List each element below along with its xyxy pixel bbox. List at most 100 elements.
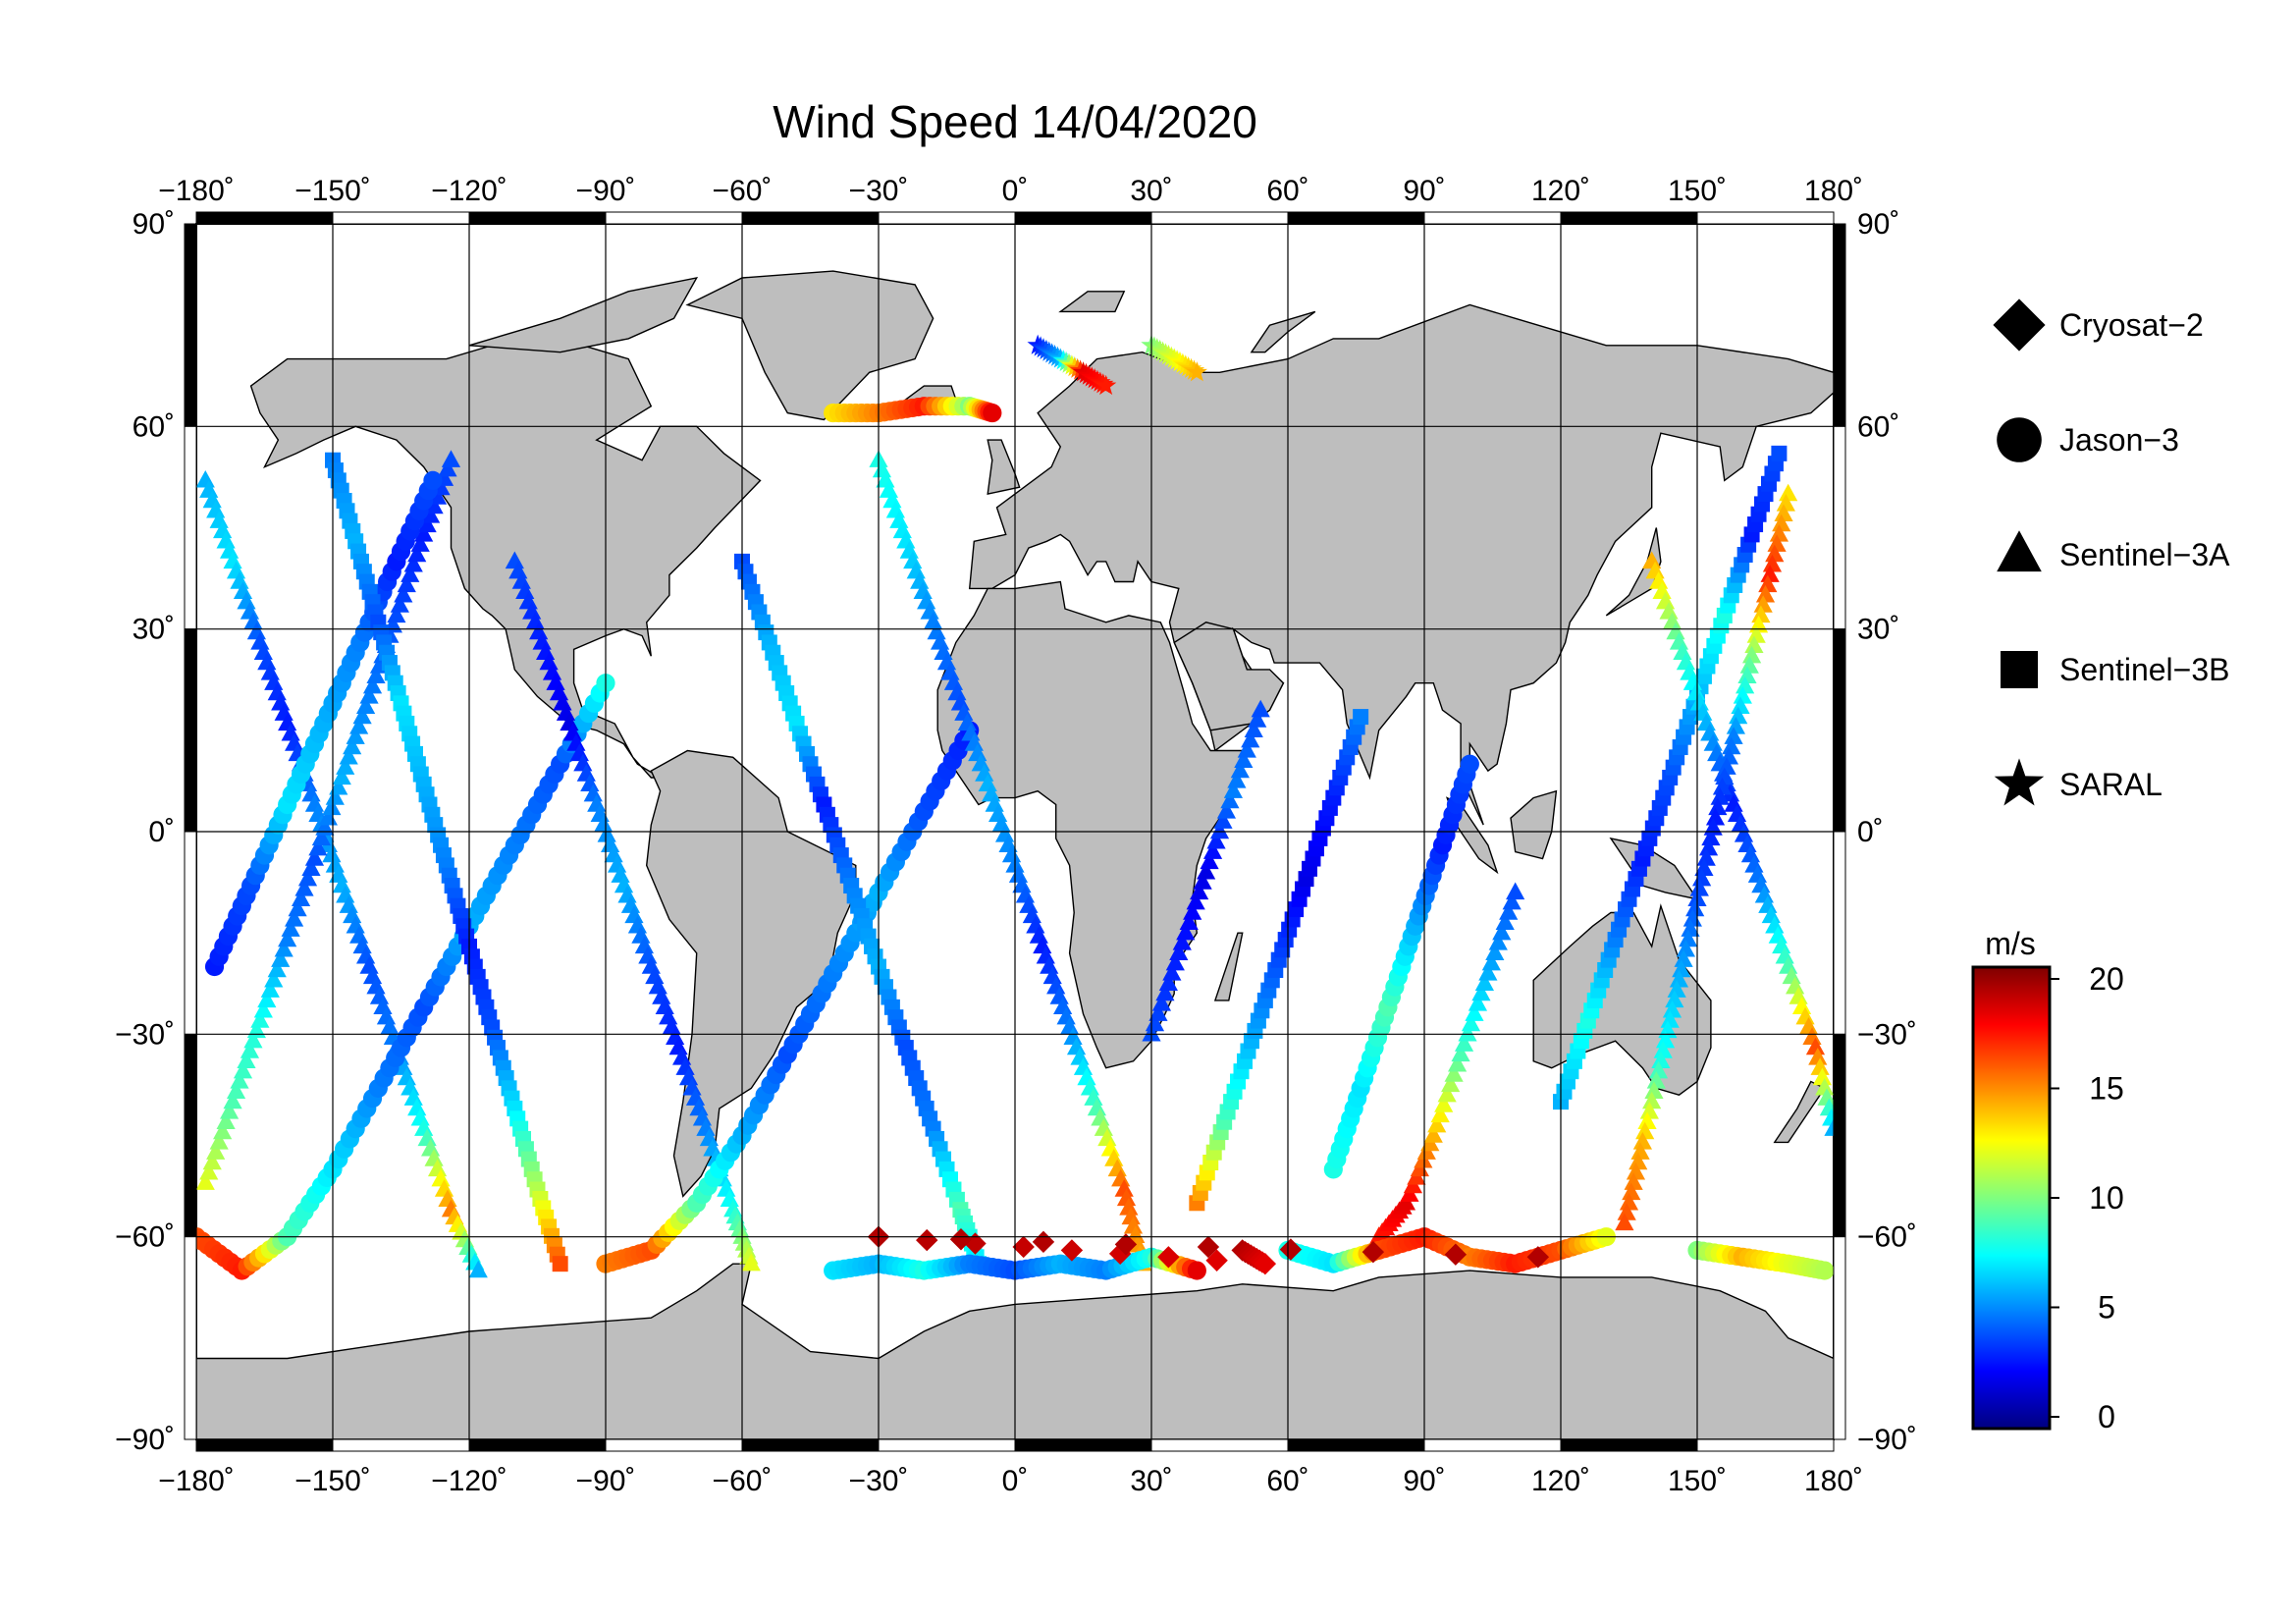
track-point bbox=[1465, 1003, 1484, 1021]
track-point bbox=[366, 666, 386, 684]
track-point bbox=[1637, 1111, 1657, 1129]
track-14 bbox=[1369, 882, 1525, 1244]
track-point bbox=[407, 544, 427, 563]
track-point bbox=[1651, 1051, 1671, 1069]
track-point bbox=[322, 797, 342, 816]
frame-bar-top bbox=[1696, 211, 1835, 225]
track-point bbox=[1234, 750, 1254, 768]
track-point bbox=[1197, 1235, 1220, 1259]
track-13 bbox=[1323, 754, 1479, 1179]
frame-bar-top bbox=[468, 211, 607, 225]
land-british-isles bbox=[987, 439, 1021, 495]
frame-bar-top bbox=[878, 211, 1016, 225]
track-point bbox=[355, 696, 376, 714]
colorbar-unit: m/s bbox=[1985, 926, 2036, 961]
lon-tick-label-top: −60˚ bbox=[713, 175, 773, 207]
frame-bar-top bbox=[332, 211, 470, 225]
track-point bbox=[423, 470, 443, 490]
track-point bbox=[1223, 781, 1243, 798]
lon-tick-label-bottom: 90˚ bbox=[1403, 1465, 1445, 1497]
track-7 bbox=[734, 553, 987, 1272]
track-point bbox=[1658, 1020, 1678, 1039]
track-point bbox=[1635, 1121, 1655, 1140]
lon-tick-label-bottom: −150˚ bbox=[294, 1465, 371, 1497]
track-point bbox=[410, 534, 430, 552]
lon-tick-label-top: 150˚ bbox=[1668, 175, 1727, 207]
track-point bbox=[1478, 963, 1498, 981]
lat-tick-label-left: 90˚ bbox=[133, 208, 175, 241]
frame-bar-bottom bbox=[741, 1438, 880, 1452]
frame-bar-top bbox=[1287, 211, 1425, 225]
track-point bbox=[1642, 1091, 1662, 1109]
track-20 bbox=[1027, 334, 1117, 396]
track-point bbox=[1748, 615, 1769, 633]
track-point bbox=[1726, 716, 1745, 734]
track-point bbox=[1644, 1081, 1664, 1099]
frame-bar-top bbox=[1014, 211, 1152, 225]
track-point bbox=[1672, 959, 1691, 978]
track-point bbox=[397, 574, 416, 593]
lon-tick-label-top: −120˚ bbox=[431, 175, 507, 207]
lon-tick-label-top: 180˚ bbox=[1804, 175, 1863, 207]
track-point bbox=[250, 1010, 270, 1028]
track-point bbox=[1653, 1041, 1673, 1058]
track-point bbox=[1162, 963, 1182, 981]
track-point bbox=[1615, 1213, 1634, 1231]
track-point bbox=[1779, 483, 1798, 502]
track-point bbox=[390, 595, 409, 613]
track-point bbox=[209, 1131, 229, 1150]
lat-tick-label-left: 0˚ bbox=[148, 816, 175, 848]
track-point bbox=[1114, 1233, 1138, 1256]
colorbar-ticks: 20 15 10 5 0 bbox=[2050, 961, 2124, 1434]
track-point bbox=[1353, 709, 1369, 726]
track-point bbox=[315, 818, 335, 836]
track-point bbox=[195, 1172, 215, 1190]
track-point bbox=[1630, 1142, 1650, 1160]
track-point bbox=[1187, 1261, 1206, 1280]
track-point bbox=[226, 1081, 246, 1099]
track-point bbox=[1660, 1010, 1680, 1028]
frame-bar-bottom bbox=[468, 1438, 607, 1452]
land-arabia-peninsula bbox=[1173, 622, 1285, 731]
frame-bar-right bbox=[1833, 831, 1846, 1035]
track-point bbox=[1626, 1162, 1646, 1180]
track-point bbox=[1617, 1203, 1636, 1220]
track-point bbox=[1735, 676, 1755, 694]
track-point bbox=[468, 1260, 488, 1278]
track-point bbox=[325, 787, 345, 805]
track-point bbox=[281, 919, 300, 937]
track-point bbox=[329, 777, 348, 795]
track-point bbox=[1186, 892, 1205, 910]
track-point bbox=[1095, 374, 1117, 396]
track-point bbox=[1696, 848, 1716, 866]
track-point bbox=[1712, 777, 1733, 795]
track-point bbox=[1423, 1125, 1443, 1143]
track-point bbox=[1474, 973, 1494, 991]
track-point bbox=[1815, 1261, 1835, 1280]
track-point bbox=[1722, 736, 1741, 755]
track-point bbox=[741, 1253, 761, 1271]
track-point bbox=[1145, 1013, 1165, 1032]
track-point bbox=[349, 716, 369, 734]
lat-tick-label-right: 30˚ bbox=[1857, 614, 1899, 646]
track-point bbox=[552, 1256, 568, 1272]
track-8 bbox=[824, 397, 1002, 423]
frame-bar-right bbox=[1833, 425, 1846, 630]
track-point bbox=[1430, 1105, 1450, 1123]
frame-bar-left bbox=[184, 831, 197, 1035]
track-point bbox=[1760, 565, 1780, 582]
track-point bbox=[1689, 879, 1709, 896]
frame-bar-left bbox=[184, 628, 197, 833]
track-point bbox=[223, 1091, 242, 1109]
track-point bbox=[1481, 952, 1501, 971]
lat-tick-label-left: −90˚ bbox=[115, 1424, 175, 1456]
track-point bbox=[1447, 1054, 1468, 1072]
track-point bbox=[1165, 952, 1185, 971]
frame-bar-left bbox=[184, 1236, 197, 1440]
lon-tick-label-top: 90˚ bbox=[1403, 175, 1445, 207]
track-point bbox=[916, 1228, 938, 1252]
track-point bbox=[1427, 1114, 1447, 1133]
figure-title: Wind Speed 14/04/2020 bbox=[773, 96, 1257, 147]
track-point bbox=[1148, 1003, 1168, 1021]
track-point bbox=[339, 746, 358, 765]
